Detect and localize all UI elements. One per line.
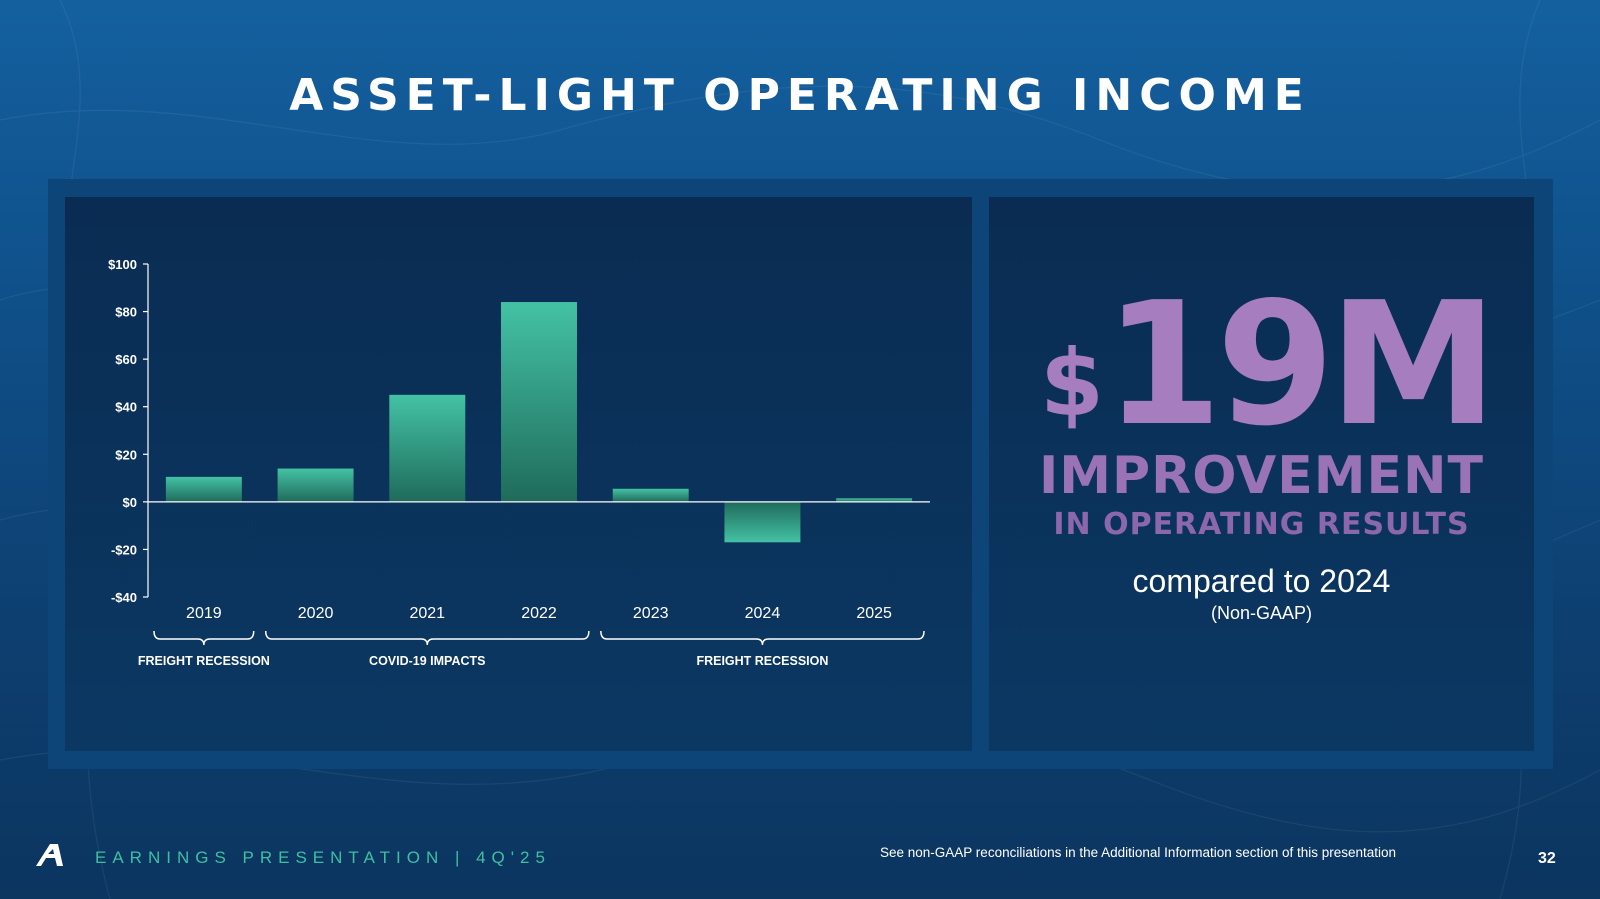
operating-income-chart: $100$80$60$40$20$0-$20-$40 2019 2020 2021 2… — [108, 257, 930, 668]
improvement-amount: $19M — [1040, 280, 1498, 450]
x-tick-label: 2019 — [186, 605, 222, 622]
y-tick-label: $60 — [115, 352, 137, 367]
presentation-label: EARNINGS PRESENTATION | 4Q'25 — [95, 848, 551, 867]
bars — [165, 302, 913, 543]
improvement-headline: IMPROVEMENT — [1038, 446, 1485, 506]
y-tick-label: $0 — [123, 495, 137, 510]
highlight-panel — [989, 197, 1534, 751]
period-annotations: FREIGHT RECESSION COVID-19 IMPACTS FREIGHT… — [138, 630, 925, 668]
non-gaap-qualifier: (Non-GAAP) — [1210, 603, 1313, 623]
y-tick-label: $80 — [115, 305, 137, 320]
y-tick-label: -$20 — [111, 542, 137, 557]
bar — [724, 501, 801, 543]
y-tick-label: $100 — [108, 257, 137, 272]
annotation-bracket — [600, 630, 925, 646]
bar — [389, 394, 466, 502]
y-tick-label: -$40 — [111, 590, 137, 605]
bar — [165, 476, 242, 502]
x-tick-label: 2020 — [298, 605, 334, 622]
bar — [501, 302, 577, 502]
x-tick-label: 2023 — [633, 605, 669, 622]
x-tick-label: 2024 — [745, 605, 781, 622]
annotation-bracket — [264, 630, 590, 646]
bar — [612, 488, 689, 502]
non-gaap-note: See non-GAAP reconciliations in the Addi… — [880, 845, 1397, 860]
y-tick-label: $20 — [115, 447, 137, 462]
x-tick-label: 2021 — [409, 605, 445, 622]
y-tick-label: $40 — [115, 400, 137, 415]
amount-value: 19M — [1104, 266, 1498, 464]
y-axis: $100 $80 $60 $40 $20 $0 -$20 -$40 — [108, 257, 149, 605]
comparison-text: compared to 2024 — [1132, 563, 1391, 599]
x-tick-label: 2022 — [521, 605, 557, 622]
annotation-label: FREIGHT RECESSION — [696, 654, 828, 668]
annotation-label: FREIGHT RECESSION — [138, 654, 270, 668]
annotation-label: COVID-19 IMPACTS — [369, 654, 485, 668]
x-axis: 2019 2020 2021 2022 2023 2024 2025 — [148, 501, 930, 622]
slide-title: ASSET-LIGHT OPERATING INCOME — [289, 70, 1311, 121]
currency-symbol: $ — [1040, 330, 1105, 437]
bar — [277, 468, 354, 502]
x-tick-label: 2025 — [856, 605, 892, 622]
brand-a-logo-icon — [36, 844, 63, 866]
bar — [836, 498, 913, 502]
page-number: 32 — [1538, 850, 1556, 867]
improvement-subheadline: IN OPERATING RESULTS — [1053, 507, 1470, 542]
annotation-bracket — [153, 630, 255, 646]
